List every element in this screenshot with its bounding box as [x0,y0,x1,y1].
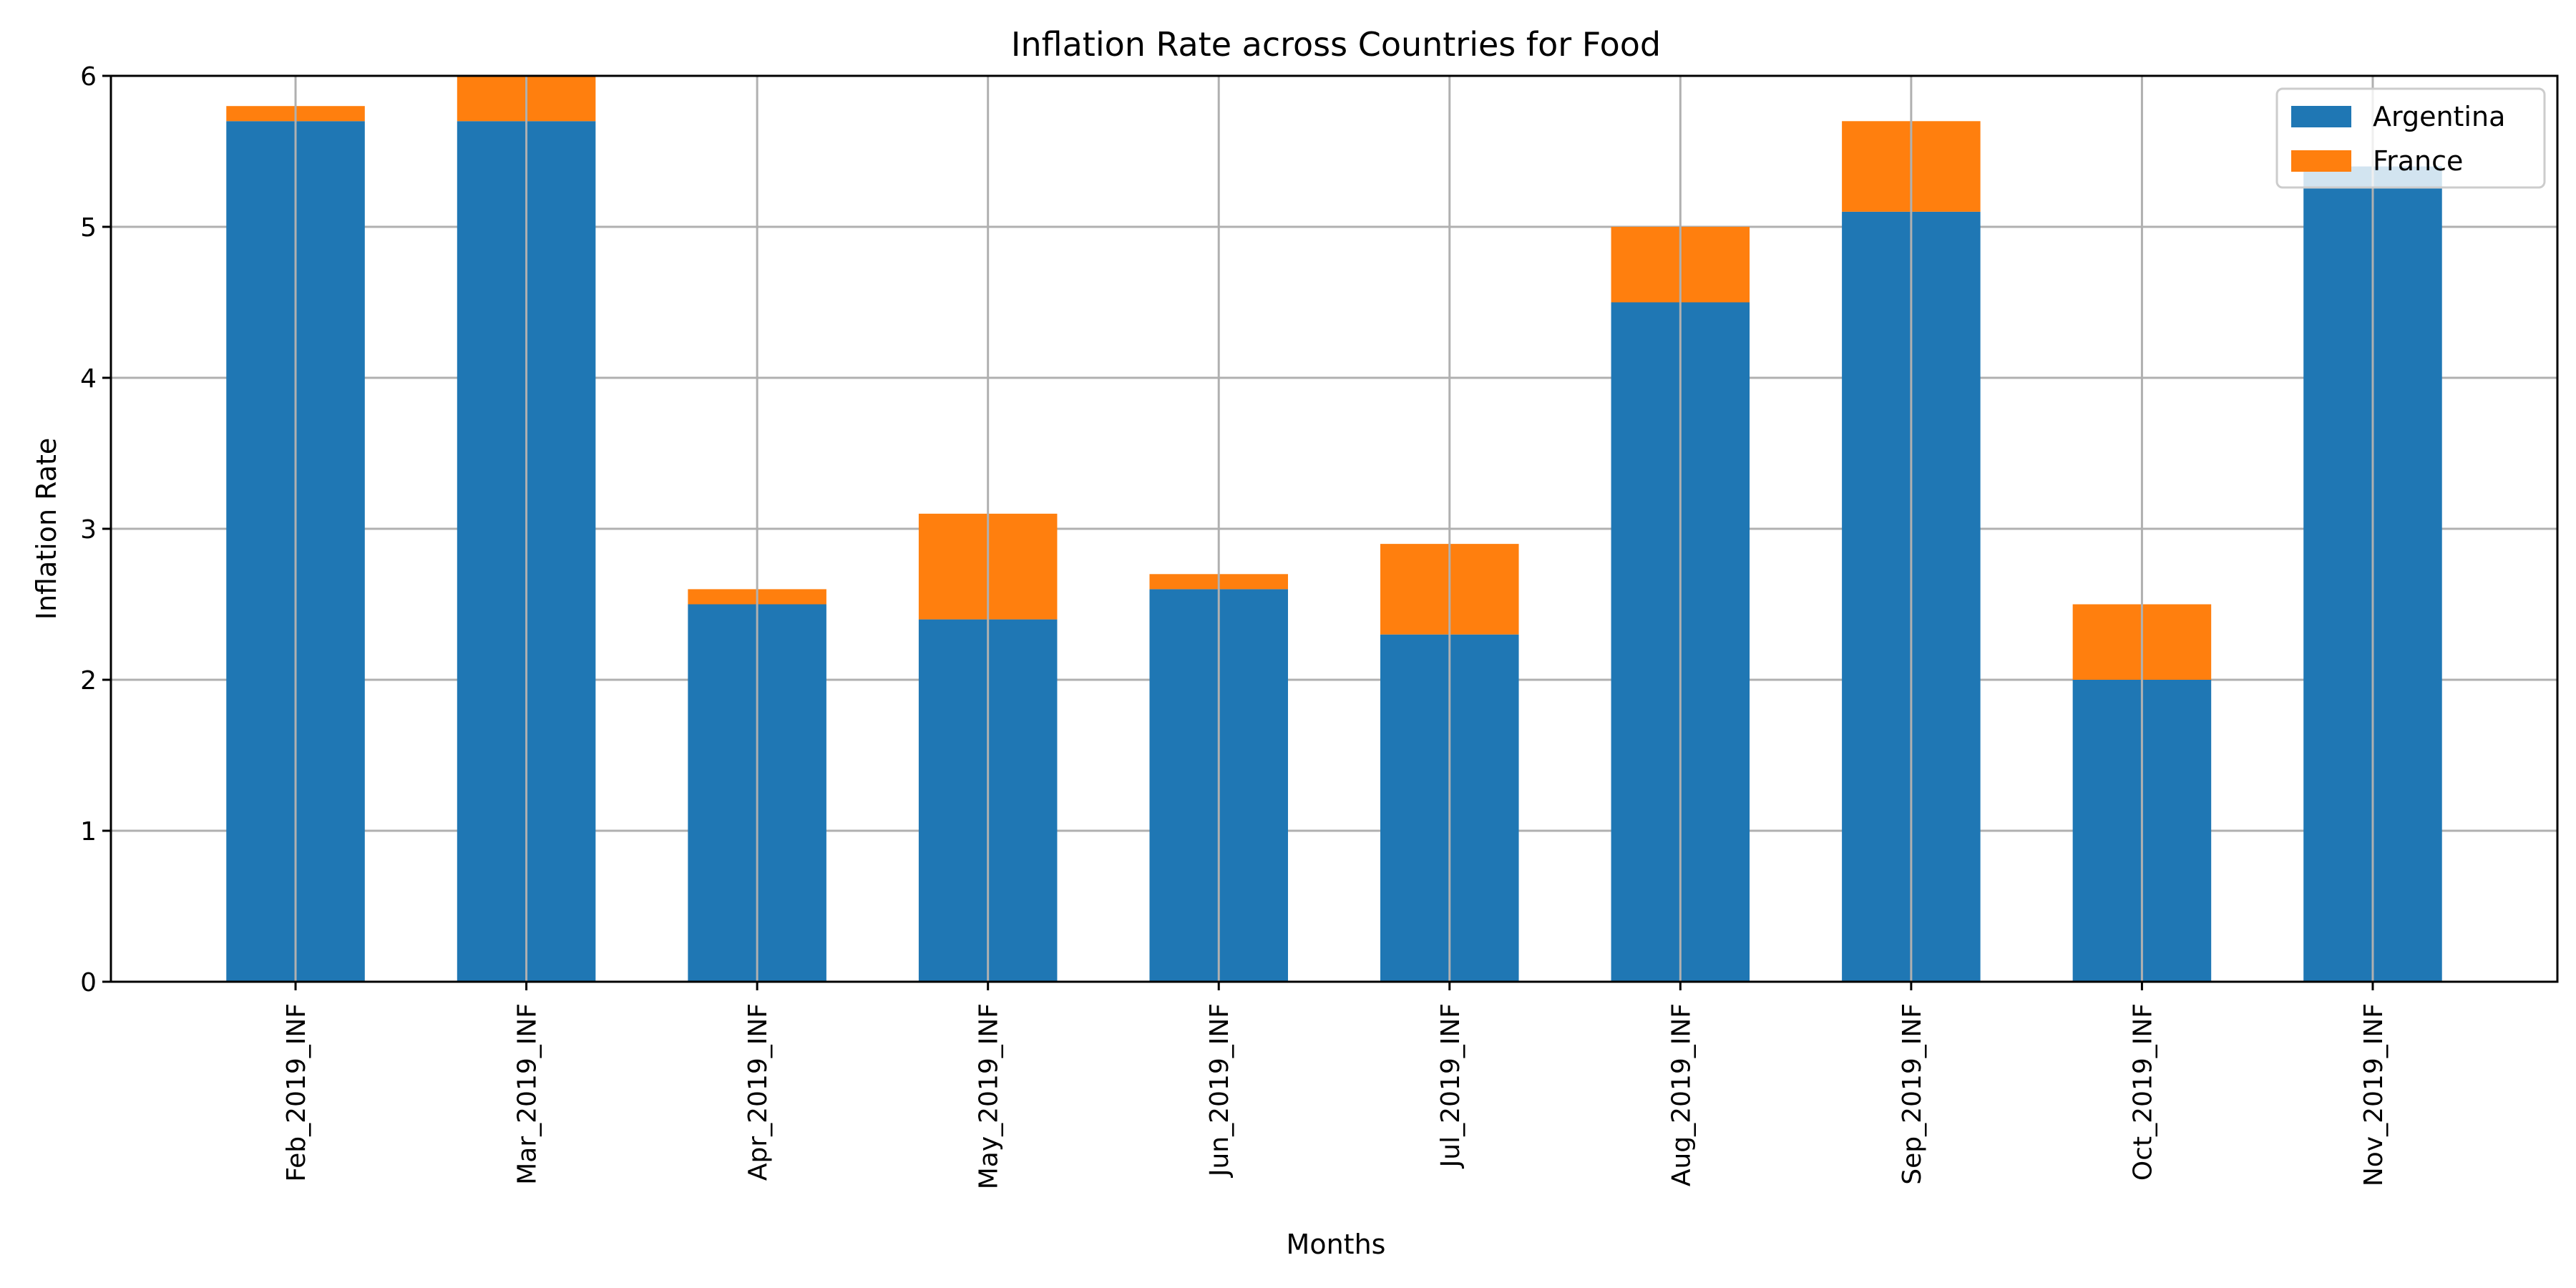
y-axis-label: Inflation Rate [31,438,62,620]
y-tick-label: 2 [80,666,97,696]
y-tick-label: 4 [80,364,97,394]
x-tick-label: Oct_2019_INF [2128,1003,2157,1181]
x-axis-label: Months [1287,1229,1386,1260]
legend-label-france: France [2373,145,2463,177]
y-axis-ticks: 0 1 2 3 4 5 6 [80,62,111,997]
legend-swatch-france [2291,150,2351,172]
y-tick-label: 0 [80,968,97,997]
x-tick-label: Sep_2019_INF [1898,1003,1927,1185]
x-tick-label: Jun_2019_INF [1205,1003,1234,1178]
legend-swatch-argentina [2291,106,2351,127]
y-tick-label: 3 [80,515,97,545]
legend-label-argentina: Argentina [2373,101,2505,132]
x-tick-label: Nov_2019_INF [2359,1003,2389,1186]
x-tick-label: Mar_2019_INF [513,1003,542,1185]
legend: Argentina France [2275,87,2546,189]
chart-title: Inflation Rate across Countries for Food [1011,25,1661,64]
y-tick-label: 6 [80,62,97,92]
y-tick-label: 1 [80,817,97,847]
x-tick-label: Feb_2019_INF [282,1003,311,1182]
x-axis-ticks: Feb_2019_INF Mar_2019_INF Apr_2019_INF May_… [282,982,2389,1189]
x-tick-label: May_2019_INF [975,1003,1004,1189]
x-tick-label: Jul_2019_INF [1436,1003,1465,1169]
x-tick-label: Aug_2019_INF [1667,1003,1696,1186]
x-gridlines [294,76,2374,982]
y-tick-label: 5 [80,213,97,243]
x-tick-label: Apr_2019_INF [743,1003,773,1181]
